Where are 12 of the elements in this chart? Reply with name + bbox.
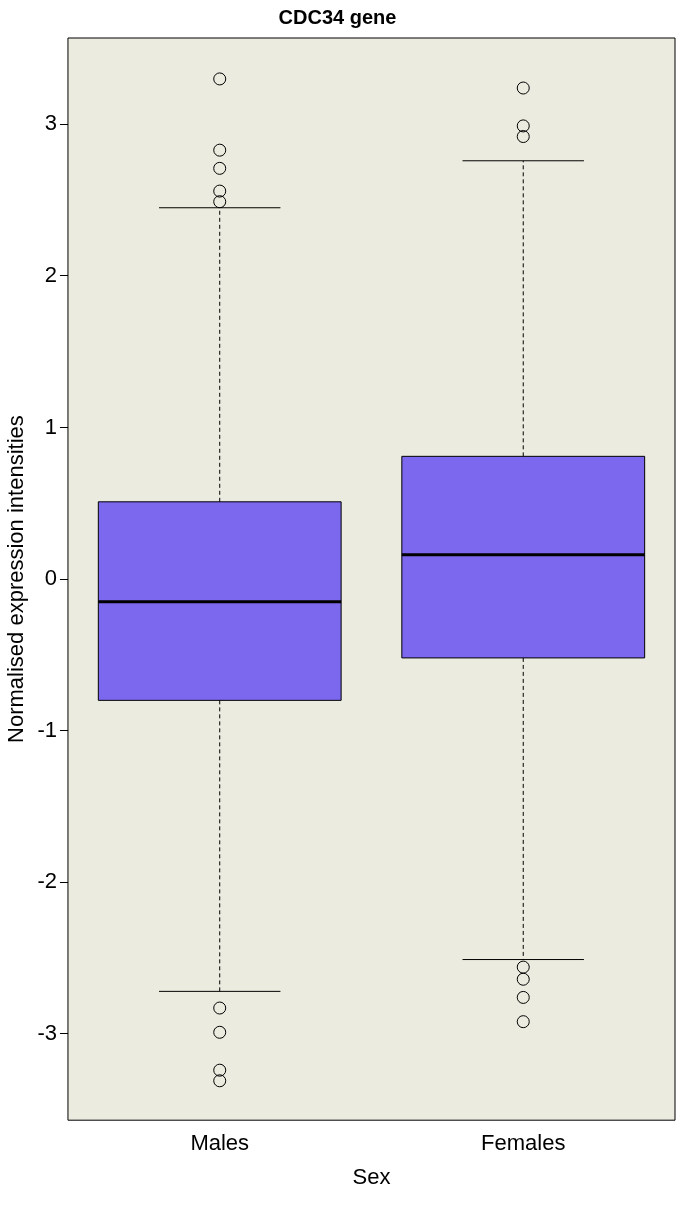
- x-axis-title: Sex: [352, 1163, 391, 1189]
- y-tick-label: 2: [44, 262, 57, 288]
- y-tick-label: 0: [44, 565, 57, 591]
- y-tick-label: 1: [44, 413, 57, 439]
- y-tick-label: 3: [44, 110, 57, 136]
- y-tick-label: -3: [37, 1019, 57, 1045]
- chart-title: CDC34 gene: [278, 5, 397, 28]
- x-tick-label: Males: [190, 1130, 250, 1156]
- y-axis-title: Normalised expression intensities: [3, 415, 29, 743]
- y-tick-label: -2: [37, 868, 57, 894]
- x-tick-label: Females: [481, 1130, 566, 1156]
- y-tick-label: -1: [37, 716, 57, 742]
